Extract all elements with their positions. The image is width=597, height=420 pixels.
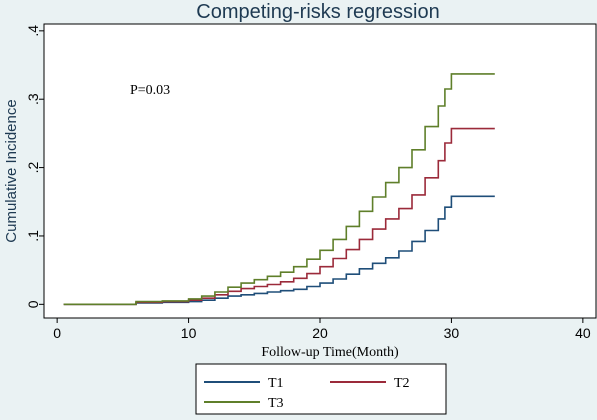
x-axis-title: Follow-up Time(Month) [261, 345, 399, 360]
y-axis-title: Cumulative Incidence [3, 99, 20, 242]
y-tick-label: .4 [25, 25, 41, 37]
y-tick-label: .1 [25, 230, 41, 242]
chart-title: Competing-risks regression [196, 1, 439, 23]
axes: 0 10 20 30 40 0 .1 .2 .3 .4 [25, 25, 591, 341]
y-tick-label: .3 [25, 93, 41, 105]
x-tick-label: 10 [181, 325, 197, 341]
x-tick-label: 20 [312, 325, 328, 341]
y-tick-label: .2 [25, 162, 41, 174]
legend-label-t3: T3 [268, 396, 284, 411]
legend-box [195, 363, 447, 415]
p-value-annotation: P=0.03 [130, 83, 170, 98]
legend: T1 T2 T3 [204, 376, 410, 411]
legend-label-t1: T1 [268, 376, 284, 391]
series-layer [63, 73, 495, 306]
x-tick-label: 0 [53, 325, 61, 341]
legend-label-t2: T2 [394, 376, 410, 391]
x-tick-label: 40 [575, 325, 591, 341]
x-tick-label: 30 [444, 325, 460, 341]
series-line-t1 [63, 195, 495, 306]
series-line-t3 [63, 73, 495, 306]
y-tick-label: 0 [25, 300, 41, 308]
